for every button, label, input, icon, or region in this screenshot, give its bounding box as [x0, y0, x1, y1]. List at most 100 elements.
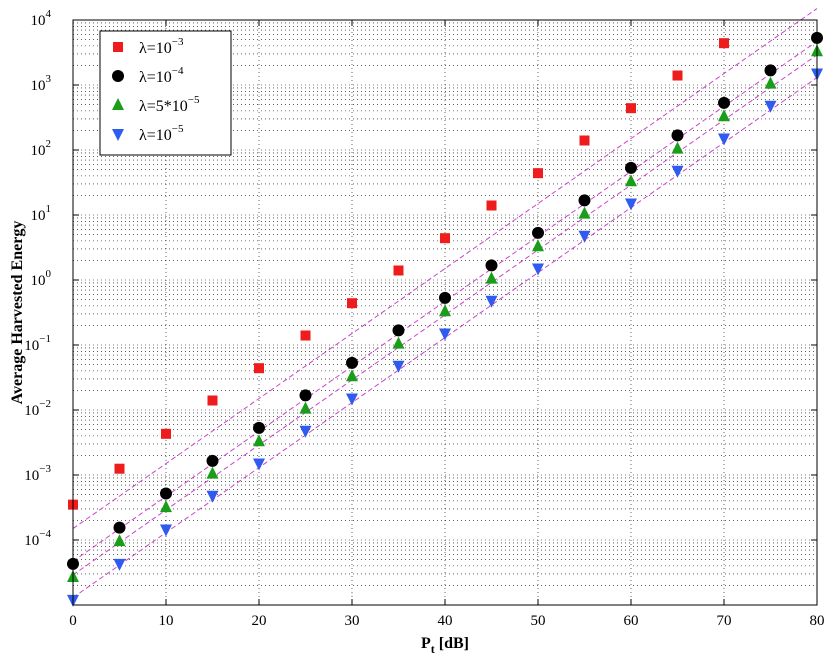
data-point: [625, 161, 637, 174]
data-point: [392, 324, 405, 337]
y-tick-exponent: −2: [39, 398, 51, 410]
data-point: [113, 521, 126, 534]
y-tick-label: 10−1: [24, 333, 51, 354]
y-tick-label: 10−2: [24, 398, 51, 419]
legend-label-exponent: −3: [172, 36, 184, 48]
y-tick-exponent: −3: [39, 463, 51, 475]
x-axis-title-main: P: [421, 635, 431, 652]
data-point: [346, 356, 358, 369]
x-axis-title-unit: [dB]: [435, 635, 469, 652]
data-point: [578, 230, 591, 243]
data-point: [439, 304, 451, 317]
legend-label-exponent: −5: [188, 94, 200, 106]
fit-line: [72, 40, 818, 562]
y-tick-base: 10: [24, 403, 39, 419]
data-point: [533, 168, 543, 179]
data-point: [671, 141, 684, 154]
data-point: [532, 226, 544, 239]
x-tick-label: 50: [531, 613, 546, 629]
data-point: [579, 135, 590, 146]
fit-line: [72, 8, 818, 529]
data-point: [253, 434, 265, 447]
data-point: [485, 271, 498, 284]
x-tick-labels: 0 10 20 30 40 50 60 70 80: [69, 613, 824, 629]
legend-marker: [112, 70, 124, 82]
y-tick-base: 10: [31, 13, 46, 29]
data-point: [299, 389, 312, 402]
x-axis-title-subscript: t: [431, 642, 435, 656]
legend-label: λ=10−4: [139, 65, 184, 86]
y-tick-base: 10: [31, 273, 46, 289]
data-point: [485, 259, 498, 272]
y-tick-base: 10: [31, 78, 46, 94]
y-tick-label: 101: [31, 203, 52, 224]
x-tick-label: 20: [252, 613, 267, 629]
data-point: [299, 425, 312, 438]
data-point: [625, 198, 637, 211]
y-tick-label: 10−3: [24, 463, 51, 484]
x-tick-label: 30: [345, 613, 360, 629]
y-tick-exponent: −1: [39, 333, 51, 345]
data-point: [718, 96, 730, 109]
data-point: [160, 524, 172, 537]
y-tick-base: 10: [24, 533, 39, 549]
data-point: [718, 109, 730, 122]
legend-label: λ=5*10−5: [139, 94, 200, 115]
data-point: [532, 239, 544, 252]
data-point: [393, 265, 404, 276]
data-point: [346, 369, 358, 382]
data-point: [625, 174, 637, 187]
data-point: [114, 463, 125, 474]
fit-lines: [72, 8, 818, 599]
data-point: [206, 490, 219, 503]
y-tick-exponent: 2: [46, 138, 52, 150]
y-tick-label: 102: [31, 138, 52, 159]
data-point: [113, 558, 126, 571]
legend-label-exponent: −5: [172, 123, 184, 135]
legend-marker: [113, 42, 123, 52]
data-point: [253, 421, 265, 434]
data-point: [347, 298, 357, 309]
x-tick-label: 0: [69, 613, 77, 629]
data-point: [392, 360, 405, 373]
data-point: [671, 129, 684, 142]
x-tick-label: 60: [624, 613, 639, 629]
data-point: [578, 194, 591, 207]
data-point: [160, 500, 172, 513]
legend-label: λ=10−5: [139, 123, 184, 144]
data-point: [160, 487, 172, 500]
data-point: [346, 393, 358, 406]
x-tick-label: 80: [810, 613, 825, 629]
legend-label-exponent: −4: [172, 65, 184, 77]
x-tick-label: 40: [438, 613, 453, 629]
data-point: [764, 76, 777, 89]
data-point: [764, 100, 777, 113]
legend-label-base: λ=10: [139, 40, 172, 57]
y-tick-label: 104: [31, 8, 52, 29]
data-point: [440, 233, 450, 244]
data-point: [764, 64, 777, 77]
y-tick-base: 10: [31, 143, 46, 159]
data-point: [206, 454, 219, 467]
data-point: [672, 70, 683, 81]
y-tick-exponent: −4: [39, 528, 51, 540]
data-point: [207, 395, 218, 406]
data-point: [718, 133, 730, 146]
data-point: [719, 38, 729, 49]
fit-line: [72, 77, 818, 599]
data-point: [206, 466, 219, 479]
y-tick-label: 100: [31, 268, 52, 289]
legend: λ=10−3λ=10−4λ=5*10−5λ=10−5: [99, 30, 232, 156]
data-point: [532, 263, 544, 276]
y-tick-label: 10−4: [24, 528, 51, 549]
axis-ticks: [72, 19, 818, 606]
y-tick-base: 10: [24, 338, 39, 354]
data-markers: [67, 31, 823, 607]
x-tick-label: 70: [717, 613, 732, 629]
data-point: [439, 328, 451, 341]
legend-label-base: λ=10: [139, 127, 172, 144]
x-axis-title: Pt [dB]: [421, 635, 469, 656]
legend-marker: [112, 129, 124, 141]
y-tick-exponent: 1: [46, 203, 52, 215]
fit-line: [72, 54, 818, 576]
